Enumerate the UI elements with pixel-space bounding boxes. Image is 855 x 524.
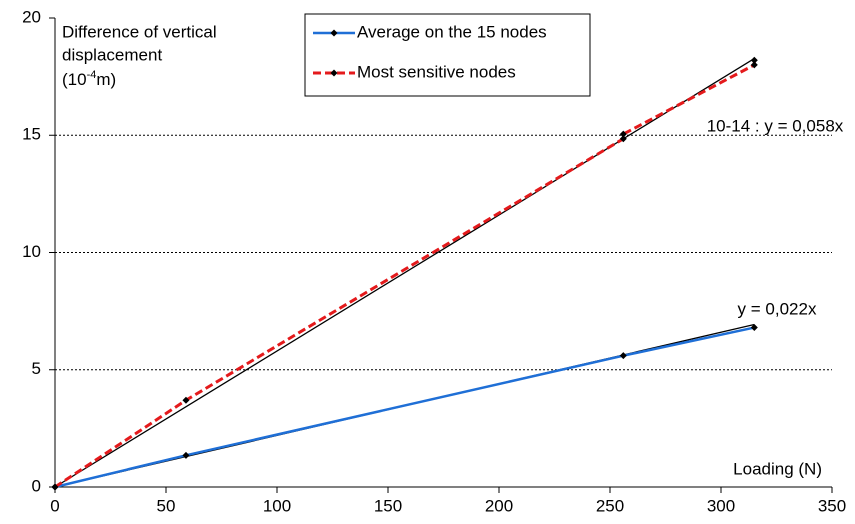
y-axis-unit-part: (10 bbox=[62, 70, 87, 89]
x-tick-label: 300 bbox=[707, 496, 735, 515]
x-axis-label: Loading (N) bbox=[733, 459, 822, 478]
legend-box bbox=[304, 13, 591, 97]
legend-marker bbox=[330, 29, 338, 37]
y-tick-label: 10 bbox=[22, 242, 41, 261]
x-tick-label: 150 bbox=[374, 496, 402, 515]
data-point bbox=[619, 130, 627, 138]
y-axis-unit-part: -4 bbox=[87, 69, 97, 81]
data-point bbox=[51, 483, 59, 491]
x-tick-label: 50 bbox=[157, 496, 176, 515]
x-tick-label: 200 bbox=[485, 496, 513, 515]
legend-label: Most sensitive nodes bbox=[357, 62, 516, 81]
data-point bbox=[619, 352, 627, 360]
x-tick-label: 0 bbox=[50, 496, 59, 515]
series-line bbox=[54, 326, 755, 489]
legend-label: Average on the 15 nodes bbox=[357, 22, 547, 41]
trendline bbox=[54, 58, 755, 488]
y-tick-label: 5 bbox=[32, 359, 41, 378]
trendline-label: y = 0,022x bbox=[738, 299, 817, 318]
data-point bbox=[182, 451, 190, 459]
trendline-label: 10-14 : y = 0,058x bbox=[707, 116, 844, 135]
data-point bbox=[750, 56, 758, 64]
y-tick-label: 20 bbox=[22, 7, 41, 26]
y-axis-unit-part: m) bbox=[96, 70, 116, 89]
y-axis-label: Difference of vertical bbox=[62, 22, 217, 41]
y-axis-label: displacement bbox=[62, 45, 162, 64]
x-tick-label: 250 bbox=[596, 496, 624, 515]
data-point bbox=[750, 324, 758, 332]
y-tick-label: 0 bbox=[32, 476, 41, 495]
legend-marker bbox=[330, 69, 338, 77]
data-point bbox=[750, 61, 758, 69]
data-point bbox=[619, 135, 627, 143]
data-point bbox=[182, 396, 190, 404]
x-tick-label: 350 bbox=[818, 496, 846, 515]
x-tick-label: 100 bbox=[263, 496, 291, 515]
y-axis-unit: (10-4m) bbox=[62, 69, 116, 90]
y-tick-label: 15 bbox=[22, 125, 41, 144]
